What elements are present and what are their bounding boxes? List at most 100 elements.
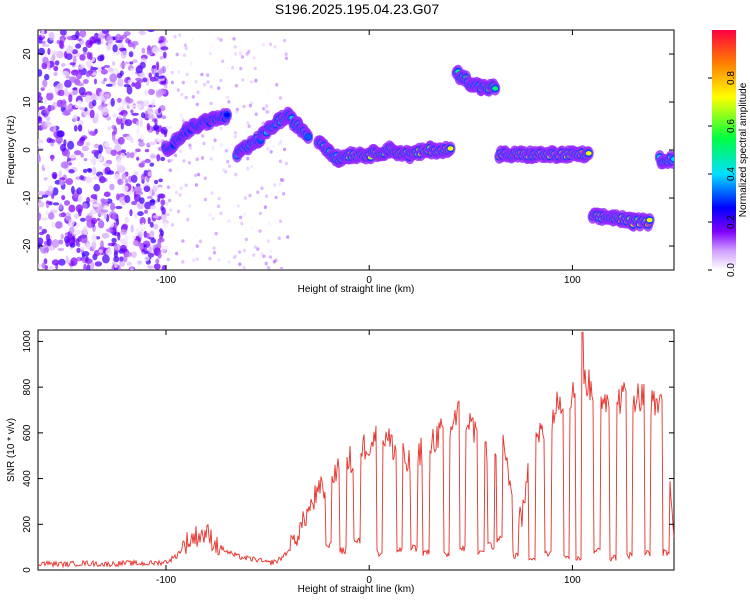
noise-blob: [40, 30, 45, 37]
noise-blob: [120, 201, 126, 206]
noise-blob: [147, 114, 155, 120]
noise-blob: [188, 146, 192, 150]
noise-blob: [149, 98, 154, 104]
noise-blob: [79, 30, 87, 38]
noise-blob: [61, 98, 66, 108]
noise-blob: [139, 217, 146, 226]
noise-blob: [142, 36, 146, 43]
noise-blob: [120, 34, 128, 39]
noise-blob: [76, 82, 84, 87]
noise-blob: [38, 47, 45, 56]
bottom-y-axis-label: SNR (10 * v/v): [6, 418, 17, 482]
noise-blob: [120, 228, 128, 236]
noise-blob: [60, 233, 64, 240]
noise-blob: [282, 147, 287, 152]
noise-blob: [103, 263, 109, 270]
noise-blob: [65, 148, 70, 158]
noise-blob: [45, 116, 51, 121]
noise-blob: [89, 109, 95, 119]
noise-blob: [147, 265, 154, 269]
noise-blob: [78, 87, 86, 96]
noise-blob: [209, 157, 213, 161]
noise-blob: [111, 213, 117, 220]
noise-blob: [217, 258, 221, 263]
noise-blob: [184, 46, 188, 51]
noise-blob: [134, 194, 141, 202]
noise-blob: [106, 116, 111, 121]
noise-blob: [178, 193, 182, 197]
noise-blob: [65, 178, 74, 185]
noise-blob: [201, 171, 205, 176]
noise-blob: [226, 95, 230, 100]
noise-blob: [38, 153, 41, 163]
noise-blob: [123, 254, 128, 263]
noise-blob: [79, 54, 86, 61]
noise-blob: [64, 200, 70, 206]
noise-blob: [52, 202, 60, 206]
noise-blob: [77, 100, 83, 108]
noise-blob: [98, 249, 103, 254]
noise-blob: [110, 202, 116, 211]
noise-blob: [120, 152, 126, 159]
noise-blob: [93, 183, 101, 192]
noise-blob: [262, 254, 266, 259]
noise-blob: [58, 170, 62, 177]
noise-blob: [148, 88, 155, 96]
noise-blob: [269, 249, 273, 253]
noise-blob: [112, 61, 116, 66]
noise-blob: [130, 267, 134, 270]
ridge-core: [671, 156, 674, 162]
noise-blob: [163, 221, 169, 229]
noise-blob: [106, 45, 111, 51]
noise-blob: [45, 178, 52, 187]
noise-blob: [203, 176, 207, 181]
noise-blob: [64, 88, 68, 97]
noise-blob: [175, 251, 179, 256]
noise-blob: [135, 148, 141, 153]
noise-blob: [238, 262, 242, 267]
noise-blob: [46, 238, 52, 247]
noise-blob: [71, 251, 77, 256]
ridge-core: [224, 112, 230, 118]
noise-blob: [133, 171, 139, 176]
noise-blob: [126, 85, 133, 95]
ridge-core: [447, 146, 454, 151]
noise-blob: [64, 235, 70, 244]
noise-blob: [148, 72, 152, 79]
noise-blob: [149, 230, 155, 238]
noise-blob: [166, 185, 171, 189]
noise-blob: [141, 248, 146, 253]
bottom-x-tick-label: -100: [156, 575, 176, 586]
noise-blob: [93, 143, 100, 149]
noise-blob: [167, 171, 171, 175]
noise-blob: [131, 200, 138, 206]
noise-blob: [101, 30, 110, 34]
noise-blob: [57, 89, 65, 97]
noise-blob: [121, 223, 129, 230]
noise-blob: [40, 87, 45, 91]
noise-blob: [208, 51, 212, 56]
noise-blob: [90, 261, 95, 270]
noise-blob: [132, 125, 139, 129]
noise-blob: [198, 239, 203, 244]
noise-blob: [268, 255, 273, 259]
noise-blob: [120, 62, 126, 69]
noise-blob: [126, 105, 130, 109]
top-y-tick-label: 0: [22, 147, 33, 153]
noise-blob: [193, 173, 198, 178]
noise-blob: [58, 213, 64, 218]
noise-blob: [246, 156, 250, 161]
noise-blob: [129, 61, 134, 65]
noise-blob: [269, 150, 273, 154]
noise-blob: [217, 86, 221, 90]
noise-blob: [216, 204, 221, 209]
noise-blob: [140, 133, 144, 141]
noise-blob: [48, 212, 55, 220]
noise-blob: [82, 251, 90, 257]
noise-blob: [140, 173, 146, 182]
noise-blob: [130, 109, 134, 114]
noise-blob: [234, 172, 238, 177]
noise-blob: [155, 72, 159, 77]
noise-blob: [227, 164, 232, 168]
noise-blob: [117, 115, 122, 120]
